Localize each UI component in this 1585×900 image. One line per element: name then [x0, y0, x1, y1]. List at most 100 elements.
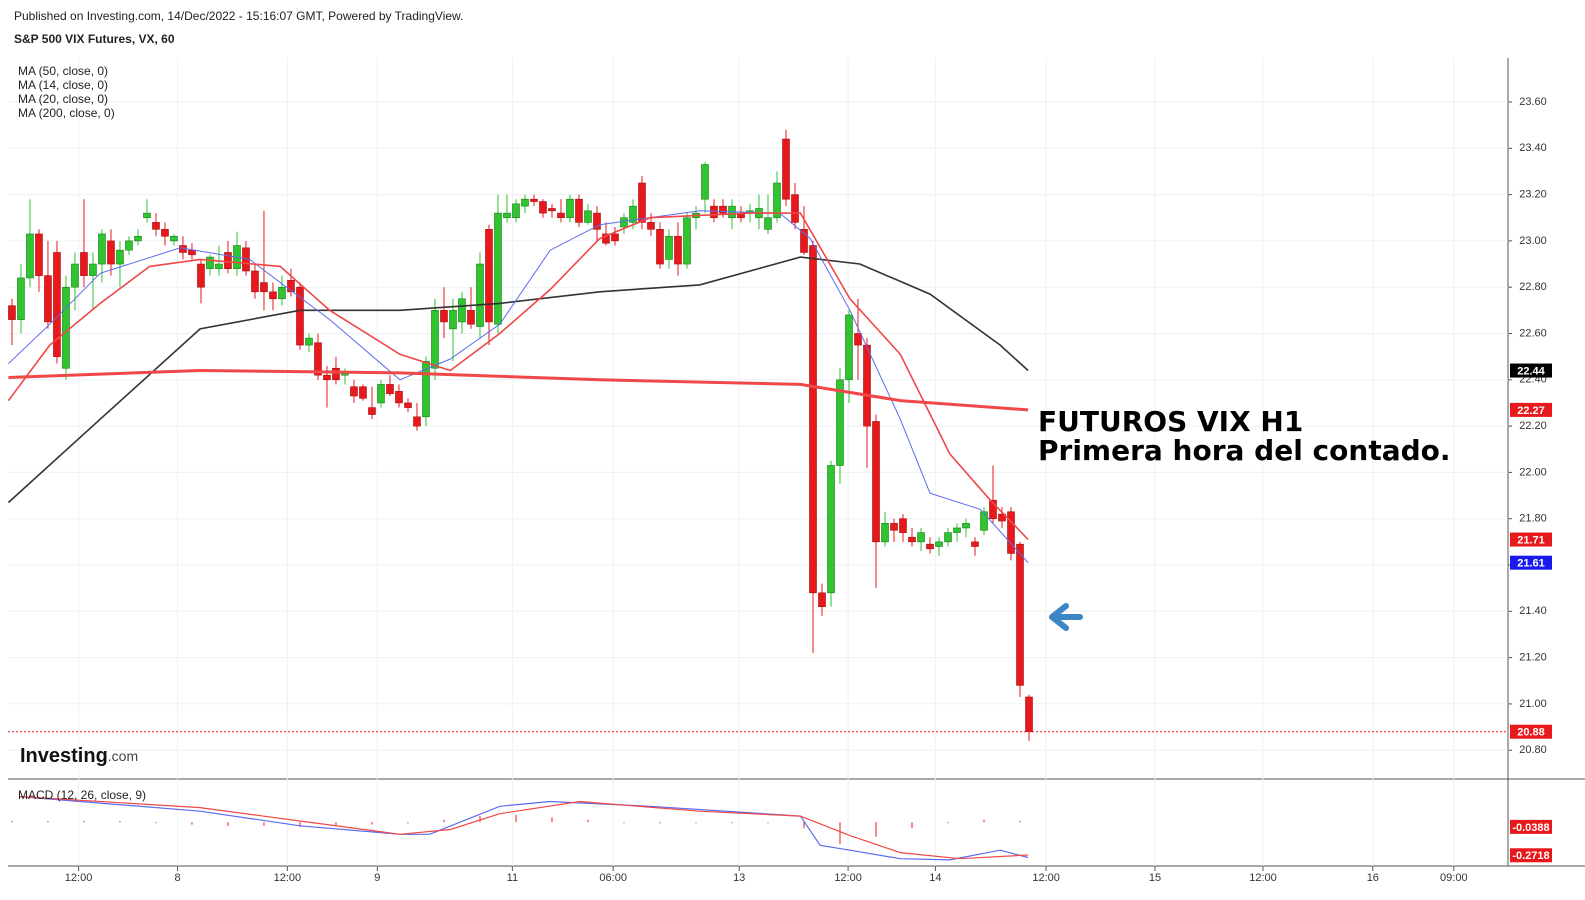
ma-line [8, 368, 1029, 412]
candle-body [656, 229, 664, 265]
candle-body [476, 263, 484, 327]
price-badge-label: 21.71 [1517, 534, 1545, 546]
candle-body [431, 310, 439, 369]
candle-body [89, 263, 97, 276]
candle-body [53, 252, 61, 357]
x-tick-label: 13 [733, 872, 745, 884]
candle-body [26, 233, 34, 279]
candle-body [701, 164, 709, 200]
candle-body [377, 384, 385, 404]
candle-body [854, 333, 862, 346]
y-tick-label: 22.80 [1519, 281, 1547, 293]
y-tick-label: 22.00 [1519, 466, 1547, 478]
candle-body [971, 541, 979, 547]
candle-body [836, 379, 844, 466]
price-badge-label: -0.2718 [1512, 850, 1549, 862]
x-tick-label: 12:00 [1249, 872, 1277, 884]
candle-body [998, 513, 1006, 522]
candle-body [260, 282, 268, 293]
price-badge-label: 20.88 [1517, 727, 1545, 739]
candle-body [494, 212, 502, 325]
y-tick-label: 20.80 [1519, 744, 1547, 756]
candle-body [710, 205, 718, 219]
x-tick-label: 11 [507, 872, 518, 884]
macd-line [20, 796, 1029, 861]
ma-line [8, 210, 1029, 564]
candle-body [224, 252, 232, 269]
candle-body [764, 217, 772, 230]
candle-body [1016, 543, 1024, 686]
y-tick-label: 21.20 [1519, 652, 1547, 664]
x-tick-label: 12:00 [274, 872, 302, 884]
candle-body [188, 249, 196, 256]
annotation: FUTUROS VIX H1 [1038, 405, 1303, 438]
candle-body [134, 235, 142, 242]
candle-body [935, 541, 943, 547]
candle-body [917, 532, 925, 543]
candle-body [584, 210, 592, 223]
candle-body [107, 240, 115, 265]
candle-body [530, 198, 538, 202]
candle-body [485, 229, 493, 323]
candle-body [287, 279, 295, 293]
price-badge [1510, 402, 1552, 417]
candle-body [773, 182, 781, 219]
candle-body [125, 240, 133, 251]
candle-body [503, 212, 511, 219]
candle-body [719, 205, 727, 214]
candle-body [359, 386, 367, 399]
candle-body [449, 310, 457, 330]
y-tick-label: 21.00 [1519, 698, 1547, 710]
x-tick-label: 15 [1149, 872, 1161, 884]
arrow-icon [1049, 603, 1083, 631]
candle-body [548, 208, 556, 212]
logo-name: Investing [20, 745, 108, 767]
candle-body [314, 342, 322, 376]
y-tick-label: 22.20 [1519, 420, 1547, 432]
candle-body [647, 222, 655, 230]
candle-body [845, 314, 853, 381]
candle-body [404, 402, 412, 408]
plot [7, 129, 1508, 861]
candle-body [323, 374, 331, 381]
candle-body [35, 233, 43, 276]
price-badge [1510, 819, 1552, 834]
price-badge-label: 22.44 [1517, 365, 1545, 377]
candle-body [602, 233, 610, 244]
candle-body [782, 138, 790, 200]
candle-body [143, 212, 151, 219]
candle-body [665, 235, 673, 260]
candle-body [1025, 696, 1033, 732]
candle-body [881, 523, 889, 543]
candle-body [440, 310, 448, 323]
candle-body [827, 465, 835, 594]
candle-body [791, 194, 799, 223]
candle-body [566, 198, 574, 219]
candle-body [620, 217, 628, 228]
y-tick-label: 23.00 [1519, 235, 1547, 247]
x-tick-label: 16 [1367, 872, 1379, 884]
x-tick-label: 12:00 [65, 872, 93, 884]
candle-body [161, 229, 169, 237]
price-badge [1510, 555, 1552, 570]
legend-entry: MA (50, close, 0) [18, 64, 108, 78]
y-tick-label: 23.40 [1519, 142, 1547, 154]
price-badge-label: 21.61 [1517, 558, 1545, 570]
candle-body [269, 291, 277, 300]
y-tick-label: 22.60 [1519, 327, 1547, 339]
candle-body [953, 527, 961, 533]
candle-body [890, 523, 898, 531]
x-tick-label: 12:00 [1032, 872, 1060, 884]
y-tick-label: 21.40 [1519, 605, 1547, 617]
x-tick-label: 12:00 [834, 872, 862, 884]
candle-body [116, 249, 124, 265]
candle-body [926, 543, 934, 550]
candle-body [332, 367, 340, 381]
candle-body [197, 263, 205, 288]
y-tick-label: 23.20 [1519, 188, 1547, 200]
published-note: Published on Investing.com, 14/Dec/2022 … [14, 9, 463, 23]
candle-body [800, 229, 808, 253]
candle-body [593, 212, 601, 230]
x-tick-label: 09:00 [1440, 872, 1468, 884]
